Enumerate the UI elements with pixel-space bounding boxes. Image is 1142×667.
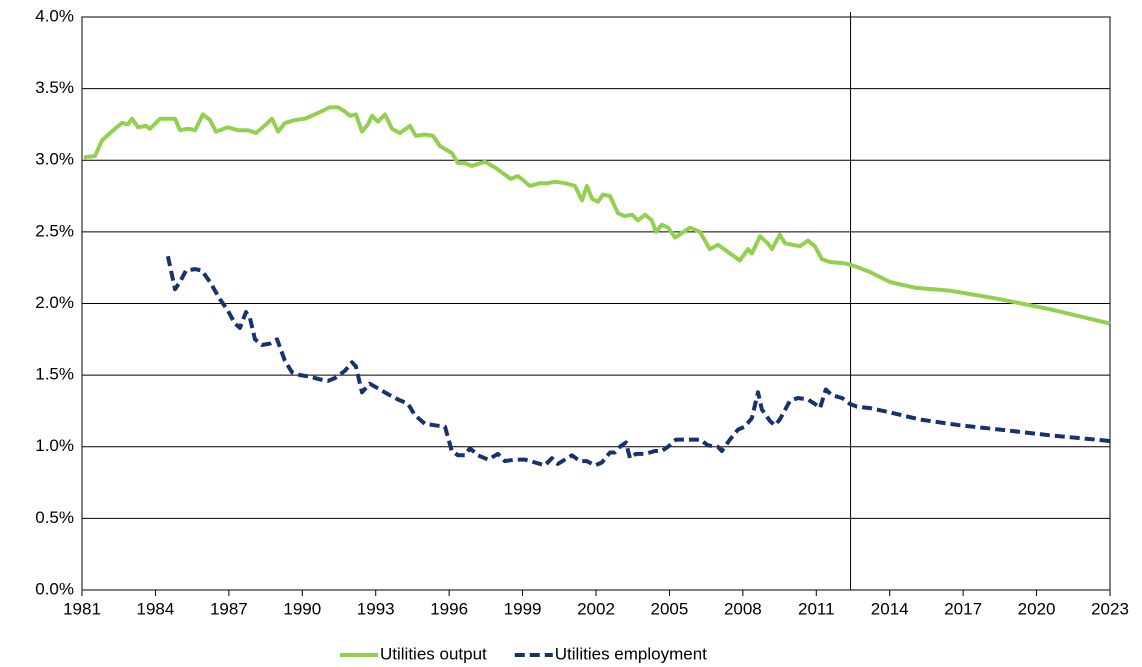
y-tick-label: 2.0% [35,293,74,312]
x-tick-label: 2002 [577,599,615,618]
x-tick-label: 2008 [724,599,762,618]
y-tick-label: 3.5% [35,78,74,97]
x-tick-label: 1987 [210,599,248,618]
y-tick-label: 1.5% [35,365,74,384]
legend-label: Utilities employment [555,644,707,663]
y-tick-label: 1.0% [35,436,74,455]
series-line [165,255,1111,468]
x-tick-label: 1981 [63,599,101,618]
x-tick-label: 2020 [1018,599,1056,618]
x-tick-label: 2014 [871,599,909,618]
x-tick-label: 2005 [651,599,689,618]
y-tick-label: 3.0% [35,150,74,169]
y-tick-label: 0.5% [35,508,74,527]
x-tick-label: 1993 [357,599,395,618]
x-tick-label: 1990 [283,599,321,618]
x-tick-label: 2023 [1091,599,1129,618]
x-tick-label: 1984 [137,599,175,618]
x-tick-label: 2011 [798,599,835,618]
x-tick-label: 2017 [944,599,982,618]
y-tick-label: 2.5% [35,221,74,240]
x-tick-label: 1996 [430,599,468,618]
x-tick-label: 1999 [504,599,542,618]
series-line [83,105,1111,326]
legend-label: Utilities output [380,644,487,663]
y-tick-label: 4.0% [35,6,74,25]
y-tick-label: 0.0% [35,579,74,598]
